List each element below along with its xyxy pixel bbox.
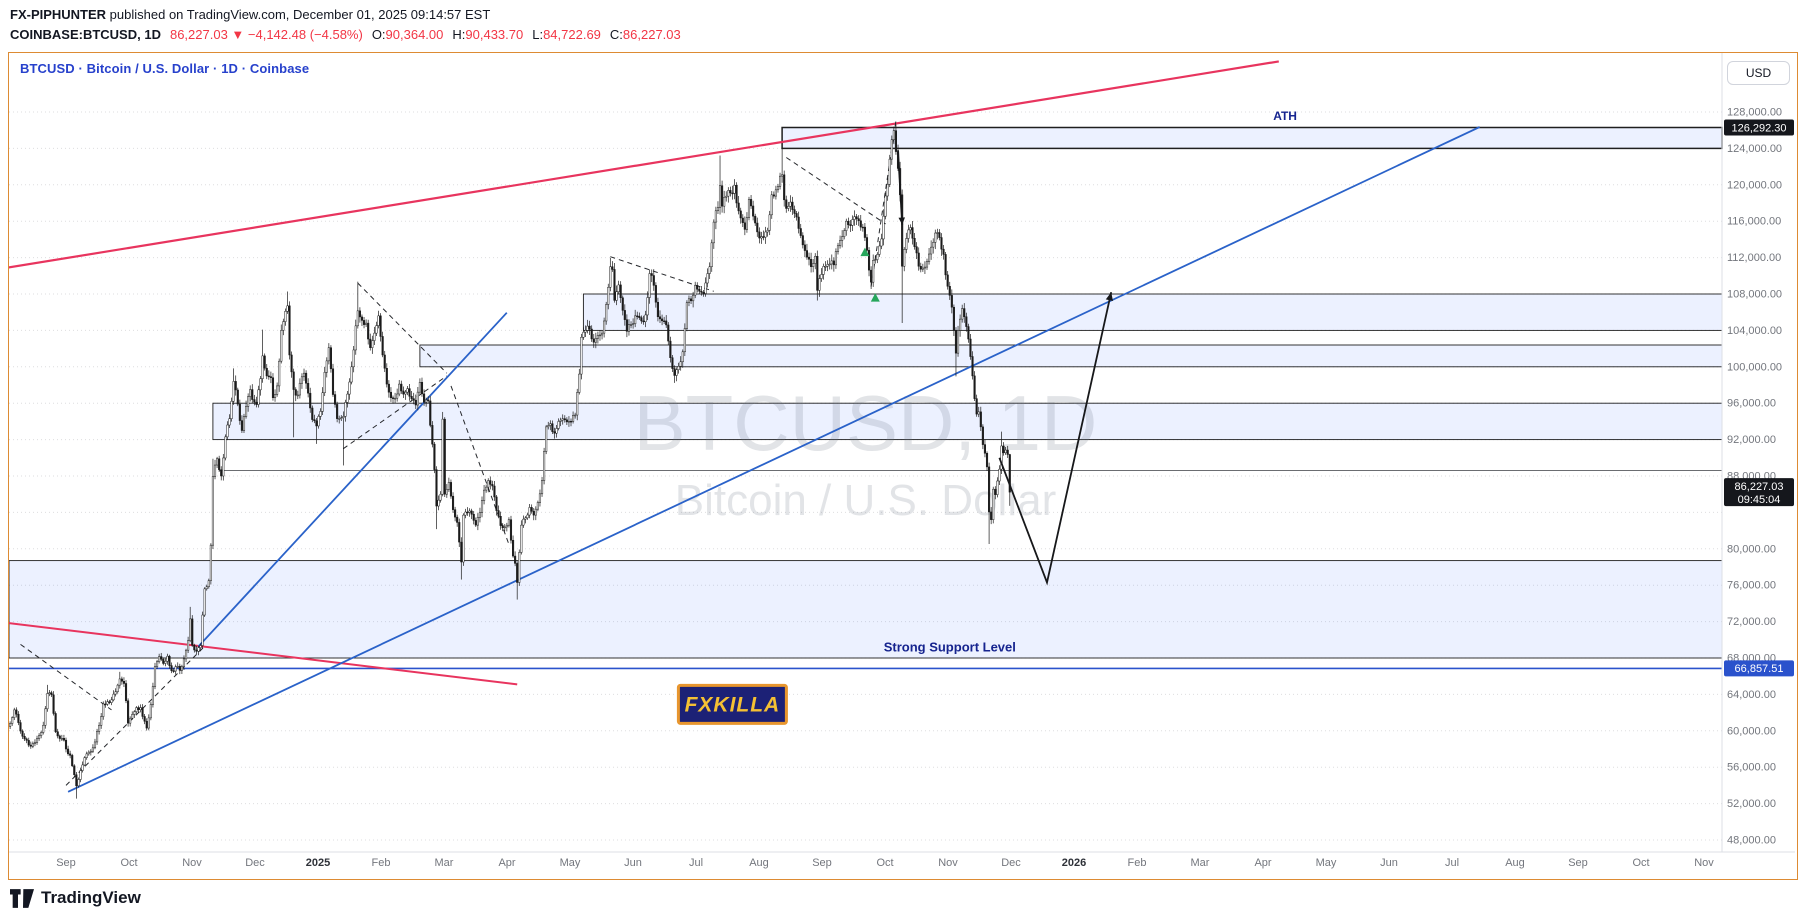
wedge-line-1 (20, 643, 112, 711)
support-price-badge: 66,857.51 (1724, 660, 1794, 677)
time-axis-label: Sep (1568, 857, 1588, 869)
supply-demand-zones (8, 126, 1723, 659)
watermark-symbol: BTCUSD, 1D (634, 379, 1098, 467)
time-axis-label: Oct (1632, 857, 1649, 869)
symbol-ohlc-row: COINBASE:BTCUSD, 1D 86,227.03 ▼ −4,142.4… (10, 27, 681, 42)
price-axis-label: 128,000.00 (1727, 107, 1782, 119)
ath-price-badge: 126,292.30 (1724, 119, 1794, 136)
high-value: H:90,433.70 (452, 27, 524, 42)
supply-zone-100k-102k (419, 344, 1723, 368)
time-axis-label: Dec (245, 857, 265, 869)
time-axis-label: Dec (1001, 857, 1021, 869)
price-axis-label: 108,000.00 (1727, 289, 1782, 301)
fxkilla-logo: FXKILLA (676, 683, 788, 725)
price-axis-label: 104,000.00 (1727, 325, 1782, 337)
steep-uptrend-line (197, 312, 508, 648)
low-value: L:84,722.69 (532, 27, 601, 42)
watermark-name: Bitcoin / U.S. Dollar (675, 476, 1056, 525)
drawn-arrows (897, 150, 1113, 586)
time-axis-label: Mar (1191, 857, 1210, 869)
price-axis-label: 124,000.00 (1727, 143, 1782, 155)
time-axis-label: Apr (498, 857, 515, 869)
supply-zone-104k-108k (582, 293, 1723, 331)
svg-text:09:45:04: 09:45:04 (1738, 494, 1781, 506)
ath-label: ATH (1273, 109, 1297, 123)
long-term-uptrend-support (67, 126, 1480, 793)
time-axis-label: Aug (749, 857, 769, 869)
time-axis-label: Mar (435, 857, 454, 869)
svg-text:126,292.30: 126,292.30 (1731, 122, 1786, 134)
author-name: FX-PIPHUNTER (10, 7, 107, 22)
svg-text:86,227.03: 86,227.03 (1735, 481, 1784, 493)
projected-path-arrow (998, 292, 1113, 586)
symbol-name: COINBASE:BTCUSD, 1D (10, 27, 161, 42)
chart-title: BTCUSD · Bitcoin / U.S. Dollar · 1D · Co… (20, 61, 310, 76)
publish-info: published on TradingView.com, December 0… (106, 7, 491, 22)
candlesticks (9, 124, 1011, 799)
price-axis-label: 52,000.00 (1727, 798, 1776, 810)
ath-rejection-arrow (897, 150, 904, 225)
strong-support-zone (8, 560, 1723, 659)
time-axis-label: May (560, 857, 581, 869)
price-axis-label: 56,000.00 (1727, 762, 1776, 774)
currency-toggle-button[interactable]: USD (1727, 61, 1790, 85)
time-axis-label: Oct (120, 857, 137, 869)
time-axis-label: 2026 (1062, 857, 1086, 869)
buy-signal-1 (860, 247, 870, 257)
price-axis-label: 60,000.00 (1727, 725, 1776, 737)
last-price-change: 86,227.03 ▼ −4,142.48 (−4.58%) (169, 27, 363, 42)
svg-text:FXKILLA: FXKILLA (685, 693, 781, 716)
time-axis-label: May (1316, 857, 1337, 869)
price-axis-label: 76,000.00 (1727, 580, 1776, 592)
price-axis[interactable]: 48,000.00 52,000.00 56,000.00 60,000.00 64,0… (1727, 107, 1782, 847)
tradingview-footer[interactable]: TradingView (10, 888, 141, 908)
time-axis-label: Jul (1445, 857, 1459, 869)
price-axis-label: 72,000.00 (1727, 616, 1776, 628)
price-axis-label: 64,000.00 (1727, 689, 1776, 701)
price-axis-label: 48,000.00 (1727, 835, 1776, 847)
time-axis-label: 2025 (306, 857, 330, 869)
time-axis-label: Sep (812, 857, 832, 869)
time-axis-label: Jul (689, 857, 703, 869)
price-axis-label: 96,000.00 (1727, 398, 1776, 410)
time-axis-label: Feb (1128, 857, 1147, 869)
buy-signal-2 (870, 293, 880, 302)
time-axis-label: Oct (876, 857, 893, 869)
price-axis-label: 92,000.00 (1727, 434, 1776, 446)
breakdown-line (450, 385, 510, 545)
time-axis-label: Sep (56, 857, 76, 869)
strong-support-label: Strong Support Level (884, 640, 1016, 655)
time-axis-label: Jun (624, 857, 642, 869)
watermark: BTCUSD, 1D Bitcoin / U.S. Dollar (634, 379, 1098, 525)
time-axis-label: Feb (372, 857, 391, 869)
time-axis[interactable]: Sep Oct Nov Dec 2025 Feb Mar Apr May Jun Jul Aug Sep… (56, 857, 1714, 869)
price-axis-label: 112,000.00 (1727, 252, 1781, 264)
ath-supply-zone (781, 126, 1723, 150)
price-axis-label: 100,000.00 (1727, 361, 1782, 373)
open-value: O:90,364.00 (371, 27, 444, 42)
price-axis-label: 80,000.00 (1727, 543, 1776, 555)
price-axis-label: 120,000.00 (1727, 179, 1782, 191)
time-axis-label: Nov (938, 857, 958, 869)
old-descending-resistance (9, 622, 518, 686)
price-axis-label: 116,000.00 (1727, 216, 1781, 228)
tradingview-logo-icon (10, 888, 34, 908)
time-axis-label: Nov (182, 857, 202, 869)
time-axis-label: Nov (1694, 857, 1714, 869)
svg-text:66,857.51: 66,857.51 (1735, 663, 1784, 675)
time-axis-label: Jun (1380, 857, 1398, 869)
close-value: C:86,227.03 (609, 27, 681, 42)
time-axis-label: Aug (1505, 857, 1525, 869)
september-resistance (786, 157, 886, 225)
time-axis-label: Apr (1254, 857, 1271, 869)
triangle-upper (357, 282, 448, 374)
tradingview-wordmark: TradingView (41, 888, 141, 907)
triangle-lower (343, 375, 448, 450)
publish-attribution: FX-PIPHUNTER published on TradingView.co… (10, 7, 490, 22)
ascending-channel-resistance (9, 60, 1279, 269)
